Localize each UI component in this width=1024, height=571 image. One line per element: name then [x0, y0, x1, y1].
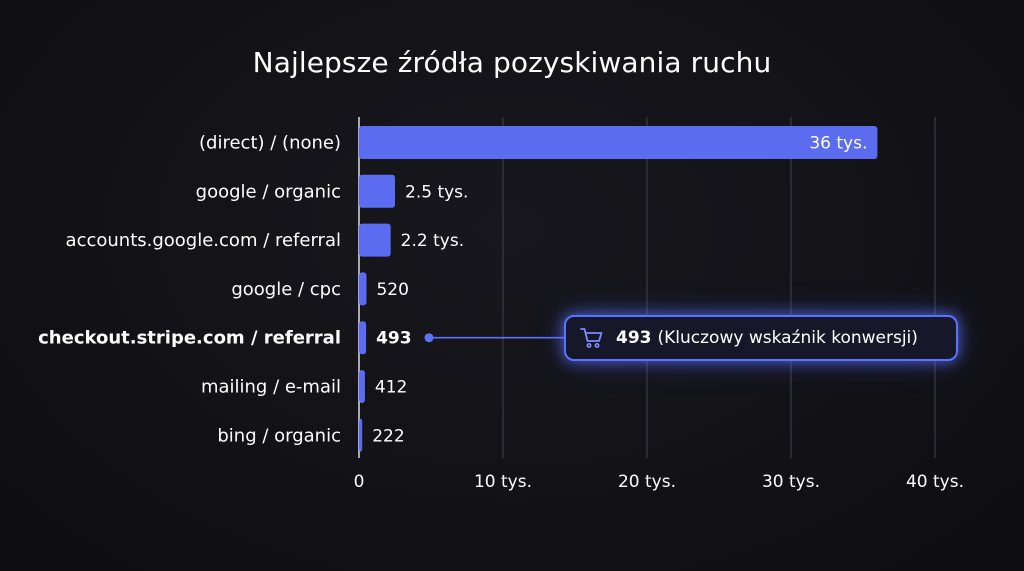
x-tick-label: 20 tys.: [618, 472, 676, 492]
bars: [359, 126, 878, 452]
category-label: (direct) / (none): [199, 133, 341, 154]
callout-text: (Kluczowy wskaźnik konwersji): [657, 328, 918, 348]
value-label: 493: [376, 329, 412, 349]
bar: [359, 370, 365, 403]
chart-title: Najlepsze źródła pozyskiwania ruchu: [252, 46, 772, 79]
value-label: 2.5 tys.: [405, 182, 468, 202]
bar: [359, 272, 367, 306]
value-label: 2.2 tys.: [401, 231, 464, 251]
value-label: 520: [376, 280, 408, 300]
category-label: google / organic: [196, 181, 341, 202]
bar: [359, 174, 395, 208]
x-tick-label: 40 tys.: [906, 472, 964, 492]
value-label: 412: [375, 378, 407, 398]
category-label: accounts.google.com / referral: [66, 230, 341, 251]
category-label: bing / organic: [217, 425, 341, 446]
x-tick-label: 30 tys.: [762, 472, 820, 492]
category-label: mailing / e-mail: [201, 377, 341, 398]
bar: [359, 321, 367, 355]
x-tick-label: 10 tys.: [474, 472, 532, 492]
callout-connector: [424, 333, 566, 343]
labels: 0 10 tys. 20 tys. 30 tys. 40 tys. (direct) / …: [38, 133, 964, 493]
value-label: 36 tys.: [809, 134, 867, 154]
bar: [359, 126, 878, 159]
shopping-cart-icon: [580, 328, 603, 348]
bar: [359, 418, 363, 452]
callout-box: 493 (Kluczowy wskaźnik konwersji): [564, 315, 958, 361]
connector-dot: [424, 333, 434, 343]
category-label: checkout.stripe.com / referral: [38, 328, 341, 349]
bar: [359, 223, 391, 257]
value-label: 222: [372, 426, 404, 446]
callout-value: 493: [616, 328, 652, 348]
x-tick-label: 0: [354, 472, 365, 492]
grid-lines: [358, 117, 936, 458]
category-label: google / cpc: [231, 279, 341, 300]
